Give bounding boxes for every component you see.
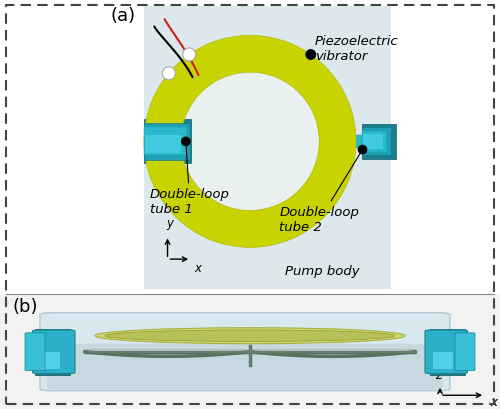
Bar	[144, 123, 190, 160]
Ellipse shape	[105, 330, 395, 342]
Bar	[144, 119, 191, 164]
Ellipse shape	[95, 328, 405, 344]
Text: x: x	[490, 396, 497, 409]
Text: Double-loop
tube 1: Double-loop tube 1	[150, 144, 230, 216]
Text: Pump body: Pump body	[286, 265, 360, 278]
Text: z: z	[435, 369, 441, 382]
Text: x: x	[194, 262, 201, 275]
FancyBboxPatch shape	[425, 330, 468, 373]
Bar	[146, 135, 181, 153]
Bar	[364, 134, 382, 149]
Bar	[147, 135, 185, 148]
Text: (a): (a)	[110, 7, 135, 25]
Bar	[362, 127, 392, 155]
Bar	[356, 135, 364, 148]
Circle shape	[162, 67, 175, 80]
Wedge shape	[144, 35, 356, 247]
Bar	[432, 352, 452, 369]
Circle shape	[181, 72, 319, 211]
Bar	[362, 131, 387, 152]
FancyBboxPatch shape	[32, 330, 75, 373]
Bar	[40, 352, 60, 369]
FancyBboxPatch shape	[25, 333, 45, 371]
FancyBboxPatch shape	[455, 333, 475, 371]
FancyBboxPatch shape	[40, 313, 450, 391]
Text: (b): (b)	[12, 298, 38, 316]
Bar	[144, 127, 186, 155]
Bar	[430, 329, 465, 375]
Text: Double-loop
tube 2: Double-loop tube 2	[280, 152, 361, 234]
Bar	[362, 124, 396, 159]
Circle shape	[358, 146, 366, 154]
Bar	[144, 6, 392, 289]
Circle shape	[182, 48, 196, 61]
Text: y: y	[166, 217, 173, 230]
Circle shape	[306, 50, 316, 59]
Text: Piezoelectric
vibrator: Piezoelectric vibrator	[311, 35, 398, 63]
Bar	[35, 329, 70, 375]
FancyBboxPatch shape	[48, 344, 442, 389]
Circle shape	[182, 137, 190, 146]
